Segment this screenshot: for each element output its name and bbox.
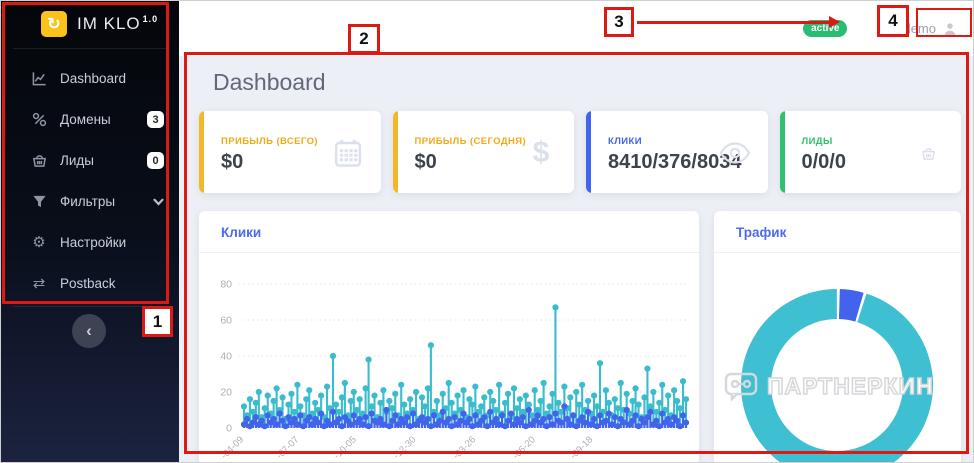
watermark-text: ПАРТНЕРКИН [766,372,934,400]
user-name: demo [903,21,936,36]
sidebar-item-postback[interactable]: ⇄ Postback [1,263,179,304]
stat-card-label: ЛИДЫ [801,136,833,147]
sidebar-item-label: Dashboard [60,71,127,86]
sidebar-item-домены[interactable]: Домены 3 [1,99,179,140]
sidebar-item-label: Фильтры [60,194,116,209]
traffic-donut-chart[interactable] [714,253,961,463]
svg-text:-07-07: -07-07 [274,434,301,461]
sync-icon: ↻ [41,11,67,37]
divider [13,48,167,49]
sidebar-item-label: Домены [60,112,111,127]
stat-card: ПРИБЫЛЬ (СЕГОДНЯ) $0 $ [392,111,574,193]
svg-text:-04-09: -04-09 [219,434,246,461]
partnerkin-logo-icon [724,372,758,401]
basket-icon [911,136,945,170]
user-menu[interactable]: demo [895,17,965,40]
traffic-chart-card: Трафик ПАРТНЕРКИН [714,211,961,463]
stat-card-accent [586,111,591,193]
clicks-chart-title: Клики [199,211,699,253]
topbar: active demo [179,1,973,56]
stat-card: ЛИДЫ 0/0/0 [779,111,961,193]
chevron-left-icon: ‹ [86,321,92,340]
sidebar-collapse-button[interactable]: ‹ [72,314,106,348]
stat-card-label: КЛИКИ [608,136,642,147]
svg-text:-12-30: -12-30 [391,434,418,461]
stat-card-label: ПРИБЫЛЬ (ВСЕГО) [221,136,318,147]
svg-text:0: 0 [226,423,232,435]
svg-text:-10-05: -10-05 [332,434,359,461]
stat-card-value: $0 [414,151,437,173]
annotation-arrow-head [829,16,840,28]
sidebar: ↻ IM KLO 1.0 Dashboard Домены 3 Лиды 0 Фильтры… [1,1,179,462]
annotation-arrow [637,21,831,24]
swap-arrows-icon: ⇄ [32,275,46,292]
person-icon [944,22,956,35]
gear-icon: ⚙ [32,234,46,251]
basket-icon [29,153,49,168]
stat-card-accent [392,111,398,193]
sidebar-item-настройки[interactable]: ⚙ Настройки [1,222,179,263]
watermark: ПАРТНЕРКИН [724,371,934,401]
sidebar-item-dashboard[interactable]: Dashboard [1,58,179,99]
svg-text:-09-18: -09-18 [568,434,595,461]
stat-cards-row: ПРИБЫЛЬ (ВСЕГО) $0 ПРИБЫЛЬ (СЕГОДНЯ) $0 $ КЛИ… [199,111,961,193]
stat-card-value: 8410/376/8034 [608,151,742,173]
sidebar-badge: 0 [147,152,164,169]
stat-card: КЛИКИ 8410/376/8034 [586,111,768,193]
stat-card-value: $0 [221,151,244,173]
calendar-icon [331,136,365,170]
eye-icon [718,136,752,170]
page-title: Dashboard [213,69,326,95]
divider [13,306,167,307]
dollar-icon: $ [532,136,550,169]
svg-text:-03-26: -03-26 [451,434,478,461]
segment-teal [741,289,933,462]
svg-text:-06-20: -06-20 [511,434,538,461]
app-logo[interactable]: ↻ IM KLO 1.0 [1,1,179,46]
sidebar-item-лиды[interactable]: Лиды 0 [1,140,179,181]
charts-row: Клики 0 20 40 60 80 -04-09 -07-07 -10-05 -12-30 -… [199,211,961,463]
chart-line-icon [29,71,49,86]
sidebar-item-label: Postback [60,276,116,291]
svg-text:80: 80 [220,279,232,291]
stat-card: ПРИБЫЛЬ (ВСЕГО) $0 [199,111,381,193]
segment-blue [838,289,864,322]
svg-text:60: 60 [220,315,232,327]
clicks-chart[interactable]: 0 20 40 60 80 -04-09 -07-07 -10-05 -12-30 -03-26 -… [199,253,699,463]
sidebar-nav: Dashboard Домены 3 Лиды 0 Фильтры ⚙ Настройки ⇄ P… [1,49,179,304]
clicks-chart-card: Клики 0 20 40 60 80 -04-09 -07-07 -10-05 -12-30 -… [199,211,699,463]
app-version: 1.0 [142,14,159,25]
app-logo-text: IM KLO 1.0 [77,14,159,33]
stat-card-value: 0/0/0 [801,151,846,173]
main-content: Dashboard ПРИБЫЛЬ (ВСЕГО) $0 ПРИБЫЛЬ (СЕГО… [179,56,973,462]
sidebar-badge: 3 [147,111,164,128]
svg-text:20: 20 [220,387,232,399]
sidebar-item-фильтры[interactable]: Фильтры [1,181,179,222]
svg-text:40: 40 [220,351,232,363]
chevron-down-icon [153,198,164,206]
link-icon [29,112,49,127]
sidebar-item-label: Лиды [60,153,94,168]
stat-card-accent [199,111,204,193]
filter-icon [29,194,49,209]
sidebar-item-label: Настройки [60,235,127,250]
stat-card-label: ПРИБЫЛЬ (СЕГОДНЯ) [414,136,527,147]
traffic-chart-title: Трафик [714,211,961,253]
stat-card-accent [779,111,785,193]
